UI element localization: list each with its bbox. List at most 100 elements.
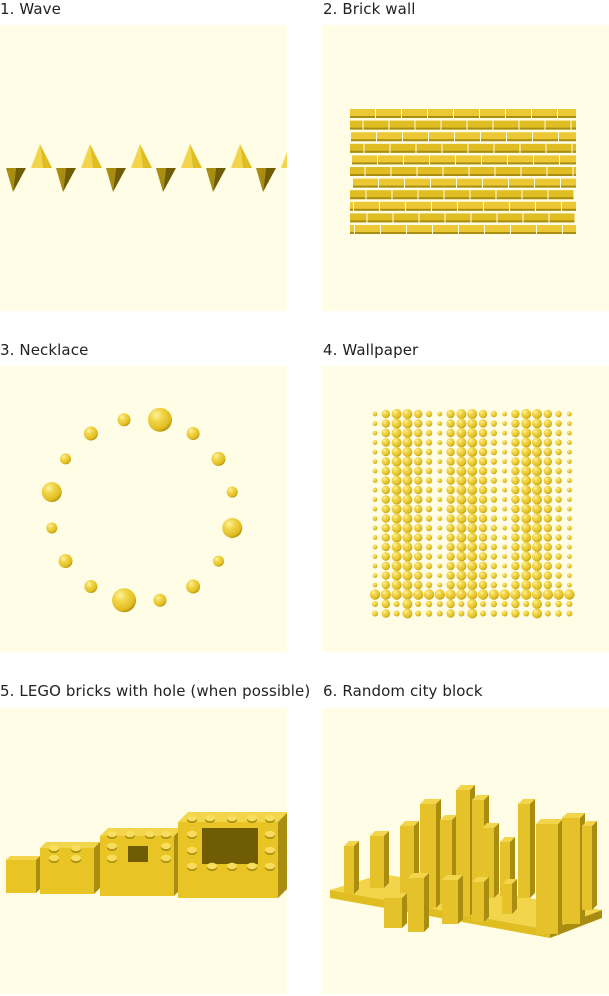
wallpaper-dot (543, 466, 552, 476)
brick (534, 155, 559, 165)
brick-edge (445, 220, 471, 223)
wallpaper-dot (402, 561, 413, 571)
pyramid-down (156, 168, 166, 192)
brick (455, 132, 480, 142)
wallpaper-dot (467, 561, 478, 571)
brick-edge (546, 150, 572, 153)
brick-edge (350, 127, 363, 130)
wallpaper-dot (532, 456, 542, 467)
panel-city-block (322, 708, 609, 994)
wallpaper-dot (532, 466, 542, 476)
wallpaper-dot (456, 494, 467, 505)
wallpaper-dot (437, 487, 443, 493)
wallpaper-dot (490, 410, 497, 418)
brick-edge (507, 139, 532, 142)
wallpaper-dot (437, 430, 443, 436)
wallpaper-dot (402, 504, 413, 514)
wallpaper-dot (478, 552, 488, 561)
wallpaper-dot (511, 609, 520, 618)
wallpaper-dot (567, 554, 572, 559)
brick-edge (419, 220, 445, 223)
caption-4: 4. Wallpaper (323, 341, 419, 359)
wallpaper-dot (478, 438, 488, 447)
wallpaper-dot (467, 437, 478, 448)
wallpaper-dot (532, 504, 542, 514)
wallpaper-dot (446, 428, 455, 438)
wallpaper-dot (467, 542, 478, 552)
building-roof (472, 795, 489, 800)
wallpaper-dot (372, 516, 378, 521)
brick-edge (353, 185, 378, 188)
brick-edge (485, 232, 510, 234)
brick (416, 143, 442, 153)
wallpaper-dot (402, 475, 413, 486)
wallpaper-dot (490, 467, 497, 475)
wallpaper-dot (391, 580, 402, 590)
wallpaper-dot (555, 543, 562, 551)
wallpaper-dot (480, 610, 486, 617)
pyramid-up (140, 144, 152, 168)
wallpaper-dot (567, 535, 572, 540)
wallpaper-dot (499, 589, 510, 600)
brick (573, 167, 576, 176)
wallpaper-dot (490, 572, 497, 579)
brick (520, 143, 546, 153)
pyramid-down (56, 168, 66, 192)
wallpaper-dot (555, 610, 562, 617)
wallpaper-dot (511, 552, 520, 561)
wallpaper-dot (478, 561, 488, 571)
wallpaper-dot (502, 535, 507, 540)
wallpaper-dot (425, 515, 433, 522)
wallpaper-dot (544, 601, 551, 607)
brick-edge (366, 197, 392, 200)
brick-edge (520, 150, 546, 153)
panel-necklace (0, 366, 287, 652)
brick-edge (379, 185, 404, 188)
wallpaper-dot (456, 580, 467, 590)
stud (49, 844, 59, 852)
bead (46, 522, 58, 534)
wallpaper-dot (567, 430, 572, 436)
stud (187, 814, 197, 822)
wallpaper-dot (511, 419, 520, 428)
wallpaper-dot (521, 428, 532, 438)
brick-edge (484, 208, 509, 211)
brick (545, 120, 571, 130)
panel-wallpaper (322, 366, 609, 652)
pyramid-down (256, 168, 266, 192)
brick (406, 201, 431, 211)
brick-edge (415, 127, 441, 130)
brick (432, 201, 457, 211)
brick (363, 120, 389, 130)
wallpaper-dot (381, 514, 390, 523)
wallpaper-dot (467, 428, 478, 438)
wallpaper-dot (456, 532, 467, 543)
brick-edge (418, 197, 444, 200)
wallpaper-dot (467, 523, 478, 533)
wallpaper-dot (467, 494, 478, 505)
wallpaper-dot (490, 543, 497, 551)
building-side (494, 823, 499, 898)
wallpaper-dot (425, 420, 433, 427)
brick-2x2-side (94, 842, 100, 894)
wallpaper-dot (511, 476, 520, 485)
brick-edge (545, 127, 571, 130)
brick-edge (404, 162, 429, 165)
brick-1x1-front (6, 860, 36, 893)
wallpaper-dot (372, 440, 378, 445)
brick-4x4-hole (202, 828, 258, 864)
wallpaper-dot (511, 571, 520, 580)
wallpaper-dot (467, 532, 478, 543)
wallpaper-dot (555, 477, 562, 484)
wallpaper-dot (555, 534, 562, 541)
wallpaper-dot (437, 459, 443, 464)
wallpaper-dot (511, 504, 520, 514)
brick (352, 155, 377, 165)
wallpaper-dot (488, 589, 499, 600)
wallpaper-dot (402, 551, 413, 562)
brick (563, 225, 576, 234)
brick-edge (431, 185, 456, 188)
wallpaper-dot (511, 495, 520, 504)
brick-edge (467, 127, 493, 130)
pyramid-down (6, 168, 16, 192)
